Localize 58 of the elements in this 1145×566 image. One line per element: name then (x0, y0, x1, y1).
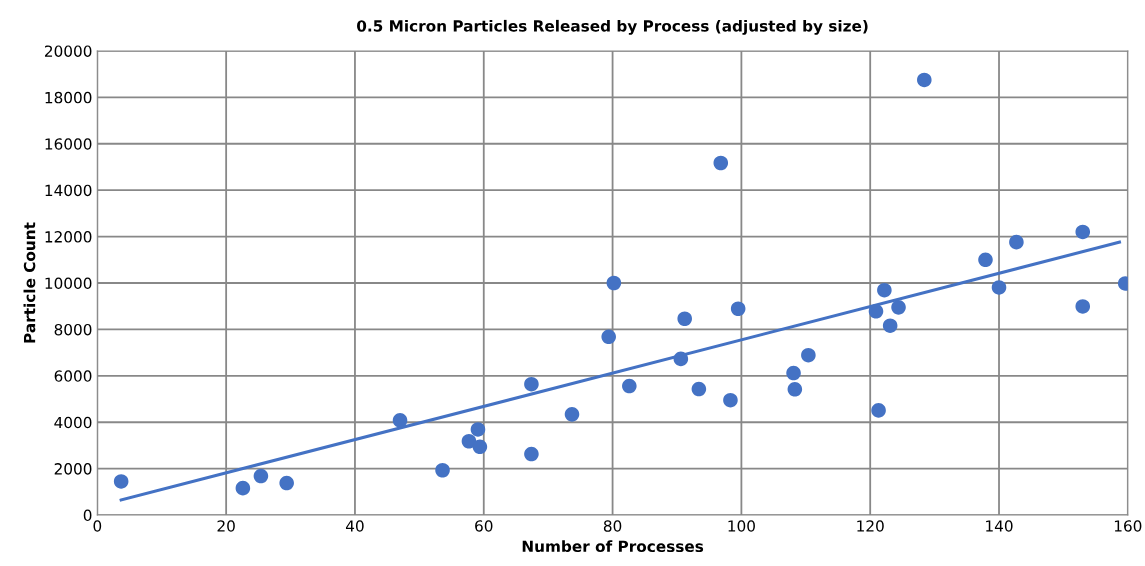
y-tick-label: 0 (83, 509, 92, 522)
point (991, 280, 1007, 295)
point (435, 462, 450, 478)
point (113, 474, 129, 489)
point (677, 311, 692, 327)
point (868, 304, 884, 319)
point (713, 155, 729, 171)
y-tick-label: 6000 (54, 370, 92, 382)
x-tick-label: 20 (217, 520, 235, 532)
point (787, 382, 803, 397)
y-axis-title: Particle Count (23, 222, 36, 343)
point (978, 252, 993, 268)
point (524, 446, 539, 462)
point (472, 439, 488, 455)
point (917, 72, 932, 88)
x-tick-label: 60 (475, 520, 493, 532)
point (882, 318, 898, 333)
y-tick-label: 8000 (54, 323, 92, 336)
x-tick-label: 160 (1114, 520, 1142, 532)
point (801, 347, 816, 363)
point (1009, 234, 1024, 250)
x-axis-title: Number of Processes (522, 540, 704, 553)
y-tick-label: 20000 (44, 45, 92, 57)
y-tick-label: 16000 (45, 138, 92, 150)
x-tick-label: 0 (93, 520, 102, 532)
point (601, 329, 616, 345)
y-tick-label: 2000 (54, 463, 92, 475)
x-tick-label: 120 (857, 520, 884, 532)
point (622, 378, 637, 394)
point (235, 480, 251, 496)
point (673, 351, 689, 367)
point (392, 413, 408, 428)
chart-title: 0.5 Micron Particles Released by Process (adjusted by size) (357, 19, 868, 35)
point (253, 468, 269, 484)
point (524, 376, 539, 392)
point (691, 381, 707, 397)
point (606, 275, 622, 291)
x-tick-label: 80 (603, 520, 622, 532)
point (730, 301, 746, 317)
point (786, 365, 801, 381)
point (723, 392, 738, 408)
point (279, 475, 294, 491)
y-tick-label: 10000 (45, 277, 92, 290)
point (564, 407, 580, 422)
y-tick-label: 12000 (45, 231, 92, 243)
x-tick-label: 40 (345, 520, 364, 532)
point (1075, 224, 1091, 240)
point (470, 422, 486, 437)
x-tick-label: 100 (728, 520, 755, 532)
point (1075, 299, 1091, 314)
y-tick-label: 14000 (45, 184, 92, 197)
point (877, 282, 892, 298)
point (891, 300, 906, 315)
x-tick-label: 140 (986, 520, 1013, 532)
y-tick-label: 4000 (54, 416, 92, 429)
y-tick-label: 18000 (45, 91, 92, 104)
point (871, 403, 886, 418)
point (461, 433, 477, 449)
